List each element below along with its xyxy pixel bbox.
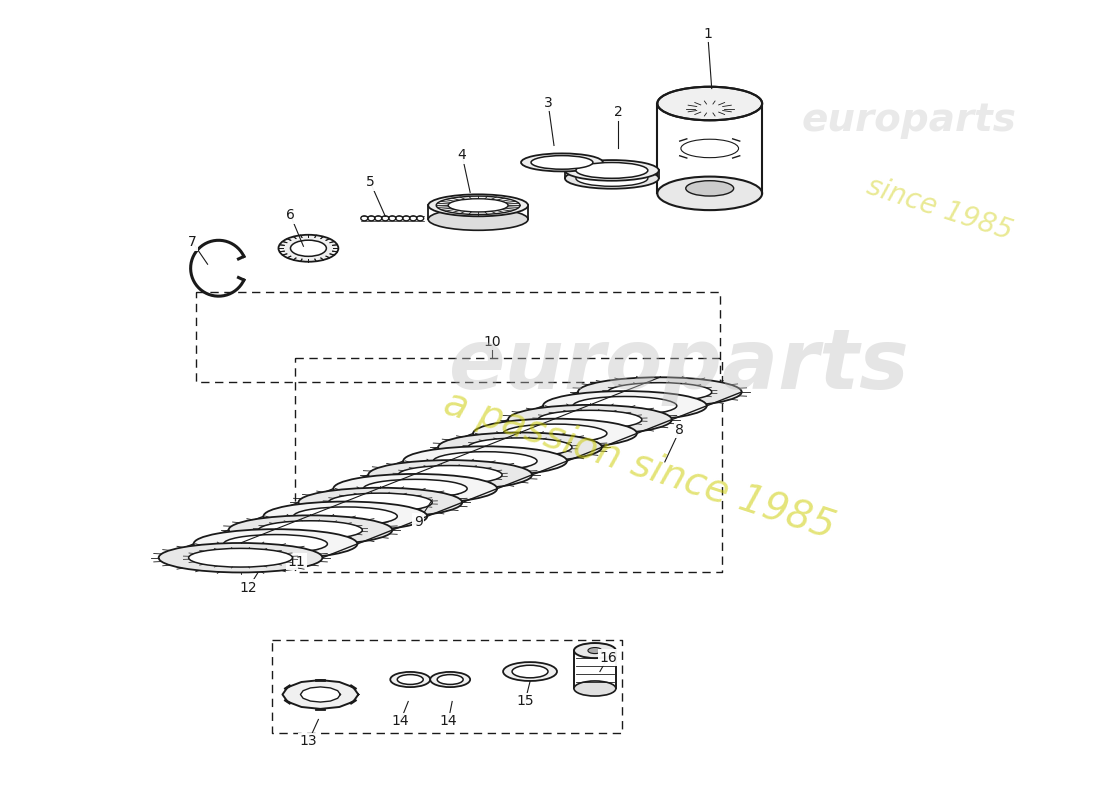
Ellipse shape [258, 521, 362, 539]
Text: 3: 3 [543, 95, 552, 110]
Text: 9: 9 [414, 514, 422, 529]
Ellipse shape [428, 194, 528, 216]
Ellipse shape [433, 452, 537, 470]
Text: 7: 7 [188, 235, 197, 250]
Ellipse shape [658, 86, 762, 120]
Ellipse shape [658, 177, 762, 210]
Text: 12: 12 [240, 581, 257, 594]
Ellipse shape [448, 198, 508, 212]
Ellipse shape [437, 674, 463, 685]
Text: since 1985: since 1985 [862, 171, 1015, 245]
Ellipse shape [531, 156, 593, 170]
Ellipse shape [565, 168, 659, 189]
Polygon shape [300, 687, 340, 702]
Ellipse shape [278, 234, 339, 262]
Ellipse shape [223, 534, 328, 554]
Ellipse shape [578, 378, 741, 406]
Text: 6: 6 [286, 208, 295, 222]
Ellipse shape [397, 674, 424, 685]
Ellipse shape [298, 488, 462, 518]
Ellipse shape [508, 405, 672, 434]
Ellipse shape [513, 666, 548, 678]
Ellipse shape [363, 479, 468, 498]
Ellipse shape [608, 382, 712, 402]
Ellipse shape [538, 410, 641, 429]
Text: 11: 11 [287, 554, 306, 569]
Ellipse shape [574, 643, 616, 658]
Ellipse shape [158, 543, 322, 573]
Ellipse shape [229, 515, 393, 545]
Ellipse shape [333, 474, 497, 503]
Ellipse shape [264, 502, 427, 531]
Ellipse shape [294, 507, 397, 526]
Ellipse shape [503, 662, 557, 681]
Ellipse shape [290, 240, 327, 256]
Ellipse shape [587, 647, 602, 654]
Text: 10: 10 [483, 335, 500, 349]
Text: a passion since 1985: a passion since 1985 [440, 384, 840, 546]
Text: europarts: europarts [802, 102, 1016, 139]
Text: 14: 14 [439, 714, 456, 729]
Ellipse shape [521, 154, 603, 171]
Text: 5: 5 [366, 175, 375, 190]
Text: 14: 14 [392, 714, 409, 729]
Ellipse shape [573, 397, 676, 415]
Ellipse shape [503, 424, 607, 442]
Ellipse shape [685, 181, 734, 196]
Ellipse shape [390, 672, 430, 687]
Ellipse shape [329, 493, 432, 512]
Ellipse shape [543, 391, 706, 421]
Ellipse shape [428, 208, 528, 230]
Ellipse shape [473, 418, 637, 448]
Text: 1: 1 [703, 26, 712, 41]
Ellipse shape [469, 438, 572, 457]
Ellipse shape [430, 672, 470, 687]
Ellipse shape [404, 446, 566, 476]
Ellipse shape [188, 548, 293, 567]
Ellipse shape [576, 162, 648, 178]
Text: 13: 13 [299, 734, 317, 749]
Polygon shape [283, 680, 359, 709]
Ellipse shape [565, 160, 659, 181]
Ellipse shape [576, 170, 648, 186]
Ellipse shape [368, 460, 532, 490]
Text: 15: 15 [516, 694, 534, 709]
Text: 4: 4 [458, 149, 466, 162]
Ellipse shape [194, 529, 358, 558]
Ellipse shape [438, 433, 602, 462]
Text: 16: 16 [600, 650, 617, 665]
Text: 2: 2 [614, 106, 623, 119]
Text: 8: 8 [675, 423, 684, 437]
Ellipse shape [398, 466, 502, 484]
Ellipse shape [574, 681, 616, 696]
Text: europarts: europarts [450, 325, 910, 406]
